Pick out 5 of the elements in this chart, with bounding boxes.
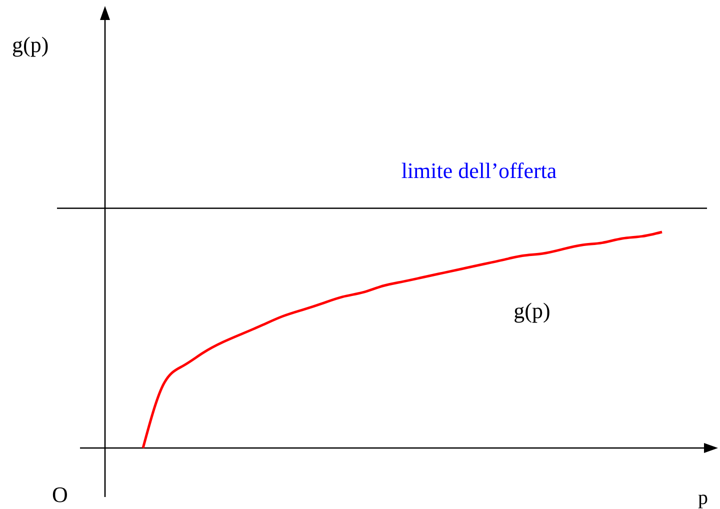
text: O (52, 482, 68, 507)
text: g(p) (12, 32, 49, 57)
x-axis-title: p (698, 487, 708, 509)
annotation: g(p) (514, 298, 550, 323)
ref-line-label: limite dell’offerta (401, 158, 557, 184)
